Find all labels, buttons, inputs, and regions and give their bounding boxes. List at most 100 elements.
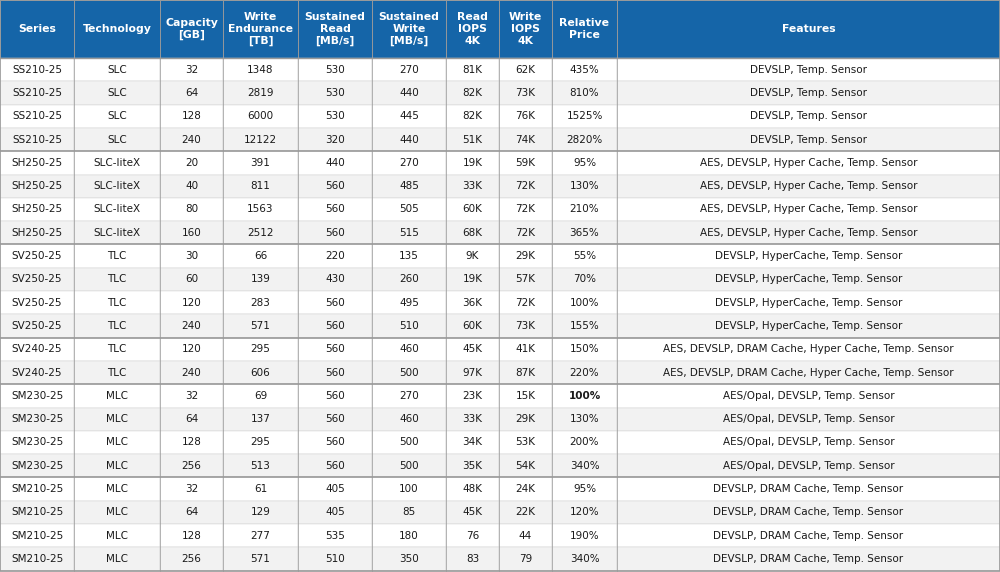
Text: 81K: 81K [462, 65, 482, 75]
Bar [298, 0, 372, 58]
Text: SLC: SLC [107, 111, 127, 121]
Bar [499, 407, 552, 431]
Bar [223, 291, 298, 314]
Text: 405: 405 [325, 507, 345, 517]
Bar [372, 337, 446, 361]
Text: SLC: SLC [107, 134, 127, 145]
Text: 24K: 24K [516, 484, 536, 494]
Text: DEVSLP, DRAM Cache, Temp. Sensor: DEVSLP, DRAM Cache, Temp. Sensor [713, 484, 904, 494]
Bar [446, 291, 499, 314]
Bar [499, 454, 552, 478]
Bar [0, 500, 74, 524]
Bar [160, 128, 223, 151]
Text: 60K: 60K [463, 204, 482, 214]
Text: 35K: 35K [462, 461, 482, 471]
Text: 2819: 2819 [247, 88, 274, 98]
Bar [617, 151, 1000, 174]
Text: 29K: 29K [516, 251, 536, 261]
Bar [617, 361, 1000, 384]
Text: 606: 606 [251, 368, 270, 378]
Text: 32: 32 [185, 391, 198, 401]
Text: SS210-25: SS210-25 [12, 134, 62, 145]
Bar [552, 81, 617, 105]
Text: 155%: 155% [570, 321, 599, 331]
Text: 59K: 59K [516, 158, 536, 168]
Text: TLC: TLC [107, 321, 127, 331]
Text: DEVSLP, HyperCache, Temp. Sensor: DEVSLP, HyperCache, Temp. Sensor [715, 275, 902, 284]
Text: 240: 240 [182, 134, 201, 145]
Bar [372, 58, 446, 81]
Bar [0, 151, 74, 174]
Text: 560: 560 [325, 228, 345, 238]
Bar [499, 268, 552, 291]
Text: Technology: Technology [83, 24, 151, 34]
Bar [446, 0, 499, 58]
Text: 200%: 200% [570, 438, 599, 447]
Bar [372, 431, 446, 454]
Text: 53K: 53K [516, 438, 536, 447]
Bar [617, 431, 1000, 454]
Bar [499, 291, 552, 314]
Bar [0, 314, 74, 337]
Text: 440: 440 [399, 134, 419, 145]
Bar [499, 198, 552, 221]
Bar [160, 314, 223, 337]
Bar [223, 151, 298, 174]
Text: 61: 61 [254, 484, 267, 494]
Bar [0, 221, 74, 244]
Bar [617, 547, 1000, 571]
Bar [160, 198, 223, 221]
Bar [446, 314, 499, 337]
Bar [160, 361, 223, 384]
Bar [372, 291, 446, 314]
Text: DEVSLP, DRAM Cache, Temp. Sensor: DEVSLP, DRAM Cache, Temp. Sensor [713, 507, 904, 517]
Text: SM230-25: SM230-25 [11, 414, 63, 424]
Bar [499, 361, 552, 384]
Bar [0, 291, 74, 314]
Bar [223, 337, 298, 361]
Text: 2512: 2512 [247, 228, 274, 238]
Text: 19K: 19K [462, 275, 482, 284]
Bar [160, 81, 223, 105]
Text: 129: 129 [251, 507, 270, 517]
Bar [446, 105, 499, 128]
Bar [499, 431, 552, 454]
Bar [446, 478, 499, 500]
Text: 190%: 190% [570, 531, 599, 541]
Bar [617, 174, 1000, 198]
Bar [298, 500, 372, 524]
Bar [372, 478, 446, 500]
Text: 44: 44 [519, 531, 532, 541]
Text: DEVSLP, Temp. Sensor: DEVSLP, Temp. Sensor [750, 134, 867, 145]
Bar [372, 454, 446, 478]
Bar [223, 198, 298, 221]
Text: 535: 535 [325, 531, 345, 541]
Bar [160, 0, 223, 58]
Text: 160: 160 [182, 228, 201, 238]
Text: 460: 460 [399, 414, 419, 424]
Bar [160, 244, 223, 268]
Bar [499, 58, 552, 81]
Bar [223, 361, 298, 384]
Bar [617, 454, 1000, 478]
Text: DEVSLP, HyperCache, Temp. Sensor: DEVSLP, HyperCache, Temp. Sensor [715, 297, 902, 308]
Bar [372, 547, 446, 571]
Text: 135: 135 [399, 251, 419, 261]
Text: 64: 64 [185, 88, 198, 98]
Bar [0, 244, 74, 268]
Bar [499, 151, 552, 174]
Bar [552, 105, 617, 128]
Bar [552, 407, 617, 431]
Text: TLC: TLC [107, 368, 127, 378]
Bar [617, 58, 1000, 81]
Text: 120%: 120% [570, 507, 599, 517]
Text: DEVSLP, HyperCache, Temp. Sensor: DEVSLP, HyperCache, Temp. Sensor [715, 251, 902, 261]
Bar [446, 361, 499, 384]
Bar [223, 81, 298, 105]
Bar [298, 81, 372, 105]
Text: 120: 120 [182, 344, 201, 354]
Bar [446, 221, 499, 244]
Text: 83: 83 [466, 554, 479, 564]
Text: 70%: 70% [573, 275, 596, 284]
Text: SV250-25: SV250-25 [12, 297, 62, 308]
